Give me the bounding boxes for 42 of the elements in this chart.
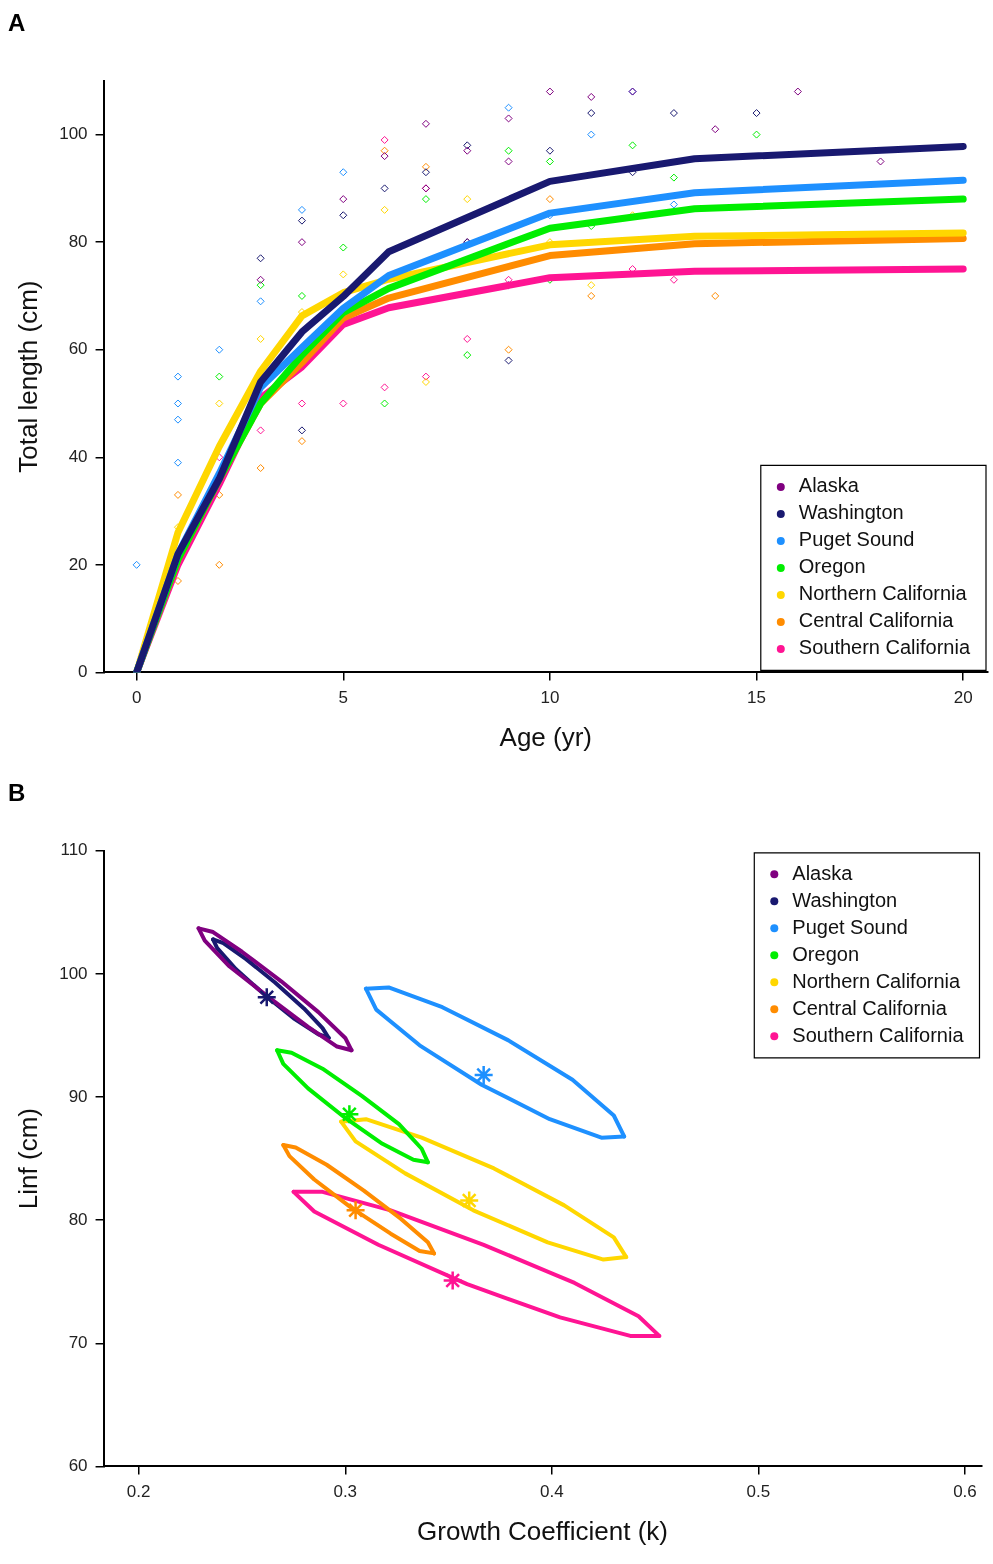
legend-label: Puget Sound <box>792 915 908 938</box>
y-tick-label: 110 <box>60 840 88 860</box>
y-tick-label: 100 <box>59 124 88 144</box>
x-tick-label: 0.4 <box>540 1482 564 1502</box>
x-tick-label: 0.5 <box>746 1482 771 1502</box>
legend-label: Northern California <box>798 582 968 605</box>
y-tick-label: 90 <box>68 1086 88 1106</box>
x-tick-label: 20 <box>953 688 973 708</box>
x-tick-label: 0.2 <box>126 1482 151 1502</box>
legend-label: Southern California <box>792 1023 965 1046</box>
y-axis-title: Linf (cm) <box>12 1108 43 1210</box>
legend-label: Northern California <box>792 969 962 992</box>
legend-label: Alaska <box>792 861 854 884</box>
legend-label: Alaska <box>798 474 860 497</box>
x-axis-title: Age (yr) <box>499 721 593 752</box>
y-tick-label: 70 <box>68 1332 88 1352</box>
legend-label: Southern California <box>798 636 971 659</box>
y-tick-label: 20 <box>68 554 88 574</box>
legend-label: Oregon <box>798 555 866 578</box>
y-tick-label: 80 <box>68 1209 88 1229</box>
legend-label: Washington <box>798 501 904 524</box>
legend-label: Washington <box>792 888 898 911</box>
x-tick-label: 15 <box>747 688 767 708</box>
chart-title: A <box>8 9 26 37</box>
x-tick-label: 5 <box>338 688 349 708</box>
x-axis-title: Growth Coefficient (k) <box>417 1515 668 1546</box>
legend-label: Oregon <box>792 942 860 965</box>
x-tick-label: 0.3 <box>333 1482 358 1502</box>
y-tick-label: 40 <box>68 446 88 466</box>
y-tick-label: 80 <box>68 231 88 251</box>
y-axis-title: Total length (cm) <box>12 280 43 473</box>
legend-label: Central California <box>798 609 955 632</box>
legend-label: Central California <box>792 996 948 1019</box>
chart-title: B <box>8 779 26 807</box>
x-tick-label: 10 <box>540 688 560 708</box>
y-tick-label: 60 <box>68 1456 88 1476</box>
legend-label: Puget Sound <box>798 528 915 551</box>
y-tick-label: 0 <box>78 662 88 682</box>
y-tick-label: 100 <box>59 963 88 983</box>
x-tick-label: 0.6 <box>953 1482 977 1502</box>
x-tick-label: 0 <box>131 688 142 708</box>
y-tick-label: 60 <box>68 339 88 359</box>
